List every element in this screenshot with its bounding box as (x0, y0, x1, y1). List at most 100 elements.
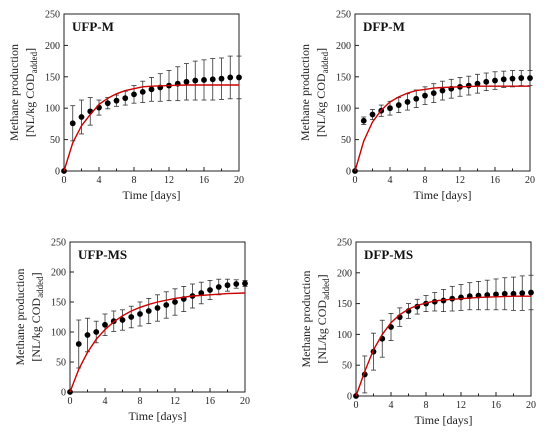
y-axis-unit-label: [NL/kg CODadded] (23, 48, 39, 137)
y-tick-label: 100 (336, 104, 351, 115)
data-point (139, 88, 146, 95)
x-tick-label: 20 (240, 396, 250, 407)
y-tick-label: 0 (346, 167, 351, 178)
y-axis-label: Methane production (298, 44, 312, 141)
panel-title: DFP-M (363, 19, 405, 34)
data-point (122, 95, 129, 102)
y-axis-unit-label: [NL/kg CODadded] (29, 272, 45, 361)
data-point (474, 80, 481, 87)
x-tick-label: 0 (68, 396, 73, 407)
x-tick-label: 0 (353, 175, 358, 186)
data-point (395, 102, 402, 108)
y-tick-label: 200 (51, 268, 66, 279)
y-tick-label: 100 (45, 104, 60, 115)
data-point (483, 78, 490, 85)
data-point (198, 290, 205, 296)
x-tick-label: 8 (132, 175, 137, 186)
y-tick-label: 250 (51, 238, 66, 249)
data-point (163, 302, 170, 308)
y-axis-unit-label: [NL/kg CODadded] (314, 48, 330, 137)
x-tick-label: 12 (164, 175, 174, 186)
data-point (148, 86, 155, 93)
data-point (215, 284, 222, 290)
x-tick-label: 12 (456, 400, 466, 411)
y-tick-label: 50 (50, 135, 60, 146)
data-point (207, 287, 213, 293)
data-point (404, 99, 411, 105)
model-fit-line (63, 84, 239, 172)
x-tick-label: 16 (205, 396, 215, 407)
data-point (387, 105, 393, 112)
x-tick-label: 12 (455, 175, 465, 186)
y-tick-label: 0 (347, 392, 352, 403)
data-point (518, 75, 525, 81)
x-tick-label: 4 (388, 175, 393, 186)
y-axis-label: Methane production (7, 44, 21, 141)
y-tick-label: 200 (337, 268, 352, 279)
panel-title: UFP-MS (78, 247, 127, 262)
y-tick-label: 150 (337, 299, 352, 310)
y-tick-label: 0 (55, 167, 60, 178)
x-tick-label: 20 (526, 400, 536, 411)
x-axis-label: Time [days] (129, 409, 187, 423)
data-point (113, 97, 120, 104)
data-point (201, 77, 207, 83)
data-point (69, 120, 76, 127)
data-point (172, 299, 178, 305)
data-point (528, 289, 534, 296)
x-tick-label: 0 (62, 175, 67, 186)
data-point (227, 74, 234, 81)
data-point (154, 305, 161, 311)
data-point (137, 311, 143, 317)
x-tick-label: 4 (389, 400, 394, 411)
data-point (439, 87, 446, 94)
x-tick-label: 4 (97, 175, 102, 186)
data-point (242, 280, 248, 287)
data-point (84, 332, 91, 338)
data-point (128, 314, 135, 320)
y-tick-label: 100 (337, 330, 352, 341)
data-point (102, 321, 108, 328)
data-point (413, 95, 420, 102)
y-tick-label: 0 (61, 388, 66, 399)
x-tick-label: 8 (423, 175, 428, 186)
y-tick-label: 150 (336, 72, 351, 83)
x-tick-label: 12 (170, 396, 180, 407)
x-axis-label: Time [days] (415, 413, 473, 427)
data-point (492, 77, 498, 84)
y-axis-unit-label: [NL/kg CODadded] (315, 274, 331, 363)
x-tick-label: 8 (424, 400, 429, 411)
chart-panel-2: 0 50 100 150 200 250 0 4 8 12 16 20 Time [days] Metha… (298, 10, 535, 203)
x-tick-label: 16 (199, 175, 209, 186)
data-point (183, 78, 190, 85)
data-point (500, 76, 507, 83)
data-point (119, 317, 126, 323)
x-tick-label: 16 (490, 175, 500, 186)
y-tick-label: 50 (342, 361, 352, 372)
data-point (75, 341, 82, 347)
data-point (360, 117, 367, 124)
y-tick-label: 200 (45, 41, 60, 52)
data-point (236, 74, 242, 81)
model-fit-line (69, 292, 246, 393)
x-axis-label: Time [days] (123, 188, 181, 202)
data-point (78, 114, 85, 120)
data-point (465, 82, 472, 89)
chart-panel-1: 0 50 100 150 200 250 0 4 8 12 16 20 Time [days] Metha… (7, 10, 244, 203)
x-tick-label: 20 (525, 175, 535, 186)
data-point (104, 100, 111, 107)
x-tick-label: 4 (103, 396, 108, 407)
data-point (493, 291, 499, 298)
plot-frame (355, 241, 532, 397)
panel-title: DFP-MS (364, 247, 413, 262)
chart-panel-3: 0 50 100 150 200 250 0 4 8 12 16 20 Time [days] Metha… (13, 238, 250, 424)
data-point (192, 77, 199, 84)
data-point (218, 75, 225, 82)
model-fit-line (355, 295, 531, 397)
x-tick-label: 16 (491, 400, 501, 411)
y-tick-label: 50 (56, 358, 66, 369)
data-point (131, 91, 137, 98)
y-tick-label: 250 (337, 238, 352, 249)
data-point (224, 282, 231, 289)
